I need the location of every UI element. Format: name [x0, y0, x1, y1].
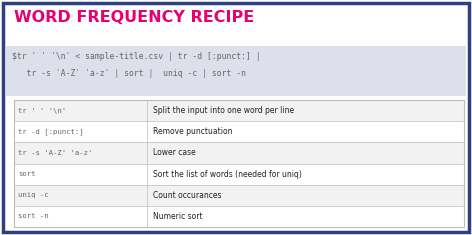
Bar	[14, 121, 464, 142]
Bar	[14, 185, 464, 206]
Text: Lower case: Lower case	[153, 149, 195, 157]
Bar	[14, 100, 464, 121]
Text: $tr ' ' '\n' < sample-title.csv | tr -d [:punct:] |: $tr ' ' '\n' < sample-title.csv | tr -d …	[12, 52, 261, 61]
Bar	[14, 164, 464, 185]
Bar	[14, 142, 464, 164]
Text: Split the input into one word per line: Split the input into one word per line	[153, 106, 294, 115]
Text: uniq -c: uniq -c	[18, 192, 49, 198]
Text: tr -s 'A-Z' 'a-z': tr -s 'A-Z' 'a-z'	[18, 150, 93, 156]
Text: Remove punctuation: Remove punctuation	[153, 127, 232, 136]
Text: tr -d [:punct:]: tr -d [:punct:]	[18, 128, 84, 135]
Text: WORD FREQUENCY RECIPE: WORD FREQUENCY RECIPE	[14, 10, 254, 25]
Text: Sort the list of words (needed for uniq): Sort the list of words (needed for uniq)	[153, 170, 302, 179]
Bar	[14, 100, 464, 227]
Bar	[14, 206, 464, 227]
Text: Numeric sort: Numeric sort	[153, 212, 202, 221]
Text: tr ' ' '\n': tr ' ' '\n'	[18, 108, 66, 114]
Text: sort -n: sort -n	[18, 213, 49, 219]
Text: tr -s 'A-Z' 'a-z' | sort |  uniq -c | sort -n: tr -s 'A-Z' 'a-z' | sort | uniq -c | sor…	[12, 69, 246, 78]
Text: sort: sort	[18, 171, 35, 177]
Bar	[6, 46, 466, 96]
Text: Count occurances: Count occurances	[153, 191, 221, 200]
